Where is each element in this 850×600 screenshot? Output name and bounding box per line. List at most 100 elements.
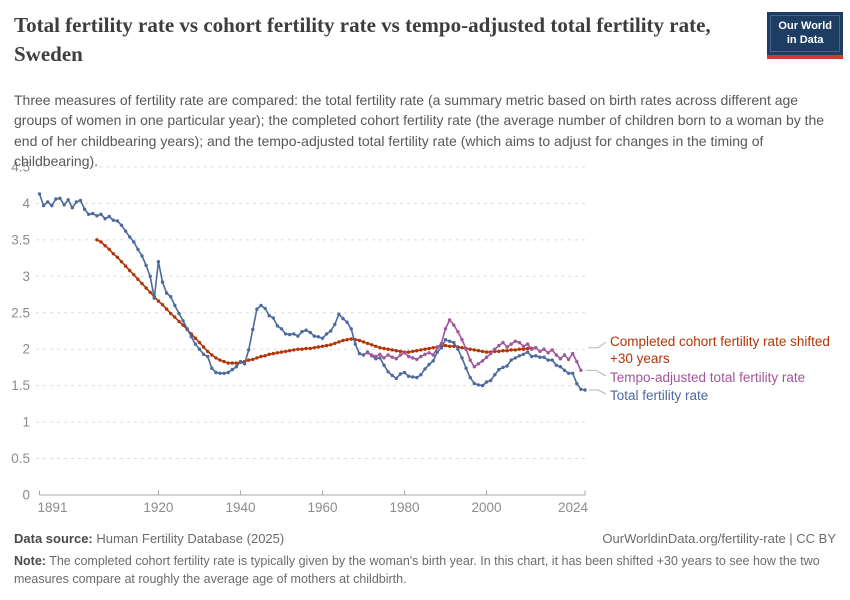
data-point <box>484 350 489 354</box>
data-point <box>427 362 431 367</box>
data-point <box>164 307 169 311</box>
x-tick-label-1960: 1960 <box>307 500 337 515</box>
data-point <box>218 371 222 375</box>
data-point <box>177 311 181 316</box>
data-point <box>279 327 284 331</box>
data-point <box>222 371 226 375</box>
data-point <box>230 367 234 372</box>
legend-item-tempo-adjusted[interactable]: Tempo-adjusted total fertility rate <box>610 370 806 385</box>
data-point <box>542 347 546 351</box>
data-point <box>525 350 530 354</box>
data-point <box>210 366 214 370</box>
data-point <box>349 327 353 331</box>
data-point <box>160 280 165 284</box>
data-point <box>361 340 366 344</box>
data-point <box>107 247 111 251</box>
data-point <box>460 338 464 342</box>
owid-logo-text: Our World in Data <box>770 15 840 52</box>
data-source-label: Data source: <box>14 531 93 546</box>
data-point <box>132 240 136 244</box>
data-point <box>288 332 292 337</box>
data-point <box>374 354 378 359</box>
data-point <box>390 355 394 359</box>
data-point <box>152 296 156 300</box>
data-point <box>398 372 403 376</box>
data-point <box>546 351 550 355</box>
owid-citation-link[interactable]: OurWorldinData.org/fertility-rate | CC B… <box>602 531 836 546</box>
data-point <box>324 332 329 336</box>
legend-connector-total <box>589 389 607 395</box>
data-point <box>530 354 534 359</box>
series-line-total-fertility-rate[interactable] <box>38 193 586 391</box>
data-point <box>148 274 152 278</box>
data-point <box>386 347 390 351</box>
data-point <box>439 346 444 350</box>
data-point <box>329 329 333 333</box>
data-point <box>386 353 390 357</box>
data-point <box>517 347 522 351</box>
data-point <box>128 235 132 239</box>
data-point <box>201 345 206 349</box>
data-point <box>148 290 152 294</box>
data-point <box>452 340 456 345</box>
data-source-value: Human Fertility Database (2025) <box>92 531 285 546</box>
legend-item-cohort-fertility[interactable]: Completed cohort fertility rate shifted … <box>610 334 830 367</box>
data-point <box>386 370 390 374</box>
data-point <box>480 359 485 363</box>
data-point <box>484 380 489 384</box>
data-point <box>419 348 423 352</box>
data-point <box>271 351 275 356</box>
series-line-tempo-adjusted-total-fertility-rate[interactable] <box>367 318 582 371</box>
data-point <box>394 376 398 381</box>
data-point <box>164 291 169 295</box>
data-point <box>480 349 485 354</box>
data-point <box>468 358 472 362</box>
data-point <box>382 363 386 367</box>
data-point <box>402 351 407 355</box>
data-point <box>423 352 427 356</box>
data-point <box>156 260 161 264</box>
data-point <box>513 356 517 360</box>
data-point <box>341 338 345 343</box>
data-point <box>329 343 333 347</box>
data-point <box>111 252 116 256</box>
data-point <box>193 336 198 340</box>
data-point <box>115 219 120 223</box>
data-point <box>427 346 431 351</box>
data-point <box>177 319 181 324</box>
data-point <box>530 347 534 351</box>
data-point <box>234 361 239 365</box>
data-point <box>226 361 230 365</box>
data-point <box>156 299 161 303</box>
data-point <box>464 366 468 370</box>
data-point <box>308 346 312 351</box>
data-point <box>226 370 230 375</box>
data-point <box>119 223 124 227</box>
data-point <box>95 238 99 242</box>
data-point <box>119 260 124 264</box>
owid-logo[interactable]: Our World in Data <box>767 12 843 59</box>
series-completed-cohort-fertility-rate-shifted-30-years[interactable] <box>95 238 538 365</box>
footer: Data source: Human Fertility Database (2… <box>14 531 836 546</box>
data-point <box>435 346 439 350</box>
series-line-completed-cohort-fertility-rate-shifted-30-years[interactable] <box>96 239 536 364</box>
data-point <box>517 354 522 358</box>
data-point <box>554 353 558 357</box>
series-tempo-adjusted-total-fertility-rate[interactable] <box>365 318 583 372</box>
data-point <box>513 348 517 352</box>
legend-connector-tempo <box>586 369 607 377</box>
data-point <box>390 373 394 378</box>
data-point <box>296 347 300 351</box>
data-point <box>480 383 485 388</box>
data-point <box>406 354 411 359</box>
legend-item-total-fertility[interactable]: Total fertility rate <box>610 388 709 403</box>
data-point <box>464 347 468 351</box>
series-total-fertility-rate[interactable] <box>37 192 587 392</box>
data-point <box>571 371 575 375</box>
data-point <box>521 347 526 351</box>
data-point <box>140 281 144 286</box>
data-point <box>234 365 239 369</box>
data-point <box>501 349 505 353</box>
data-point <box>308 330 312 335</box>
data-point <box>411 349 415 354</box>
